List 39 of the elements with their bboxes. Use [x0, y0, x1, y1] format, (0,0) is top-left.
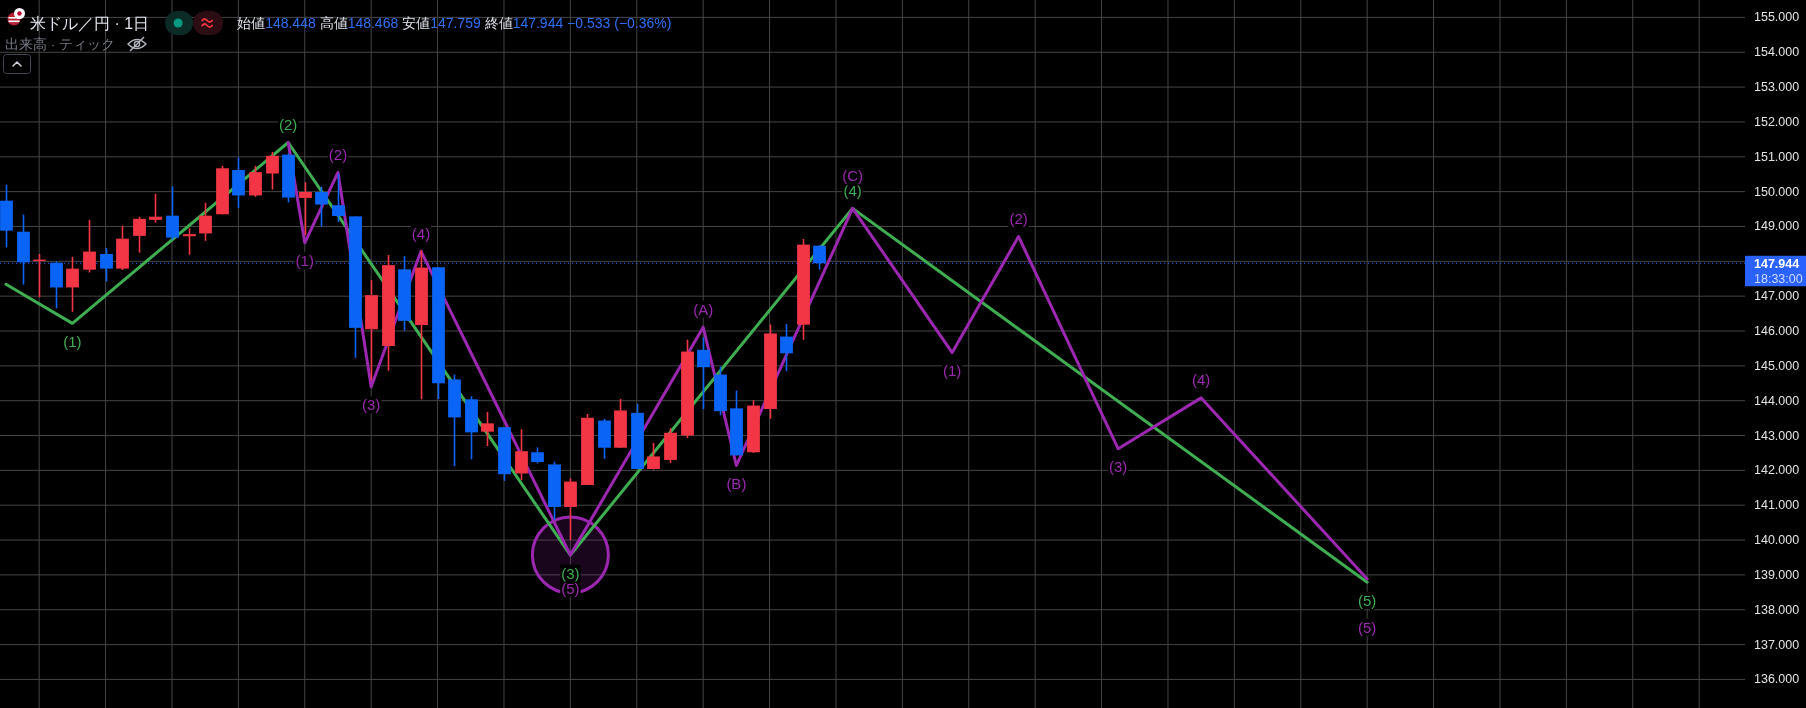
y-tick-label: 141.000	[1754, 498, 1800, 513]
y-tick-label: 155.000	[1754, 10, 1800, 25]
annotation: (2)	[279, 116, 298, 134]
y-tick-label: 136.000	[1754, 672, 1800, 687]
annotation: (3)	[561, 564, 580, 582]
y-tick-label: 152.000	[1754, 114, 1800, 129]
y-tick-label: 149.000	[1754, 219, 1800, 234]
annotation: (3)	[362, 396, 381, 414]
annotation: (4)	[1192, 371, 1211, 389]
annotation: (4)	[411, 224, 431, 242]
annotation: (2)	[1009, 210, 1028, 228]
annotation: (1)	[63, 332, 82, 350]
y-tick-label: 145.000	[1754, 358, 1800, 373]
text: 米ドル／円 · 1日	[30, 14, 150, 32]
y-tick-label: 140.000	[1754, 533, 1800, 548]
annotation: (1)	[943, 362, 962, 380]
annotation: (3)	[1109, 458, 1128, 476]
y-tick-label: 144.000	[1754, 393, 1800, 408]
y-tick-label: 147.000	[1754, 289, 1800, 304]
annotation: (A)	[693, 300, 714, 318]
annotation: (C)	[842, 166, 863, 184]
annotation: (5)	[1358, 618, 1377, 636]
annotation: 出来高 · ティック	[5, 36, 115, 52]
y-tick-label: 138.000	[1754, 602, 1800, 617]
ref-line-label: 147.944 18:33:00	[1754, 256, 1803, 286]
y-tick-label: 146.000	[1754, 324, 1800, 338]
y-tick-label: 137.000	[1754, 637, 1800, 652]
y-tick-label: 150.000	[1754, 184, 1800, 199]
annotation: (B)	[726, 475, 747, 492]
y-tick-label: 139.000	[1754, 567, 1800, 582]
y-tick-label: 154.000	[1754, 45, 1800, 60]
annotation: (1)	[295, 252, 314, 270]
text: 始値148.448 高値148.468 安値147.759 終値147.944 −0.533 (−0.36%)	[237, 15, 672, 31]
y-tick-label: 142.000	[1754, 463, 1800, 478]
y-tick-label: 153.000	[1754, 80, 1800, 95]
y-tick-label: 143.000	[1754, 428, 1800, 443]
annotation: (5)	[1358, 591, 1377, 609]
y-tick-label: 151.000	[1754, 149, 1800, 164]
annotation: (2)	[328, 145, 348, 163]
